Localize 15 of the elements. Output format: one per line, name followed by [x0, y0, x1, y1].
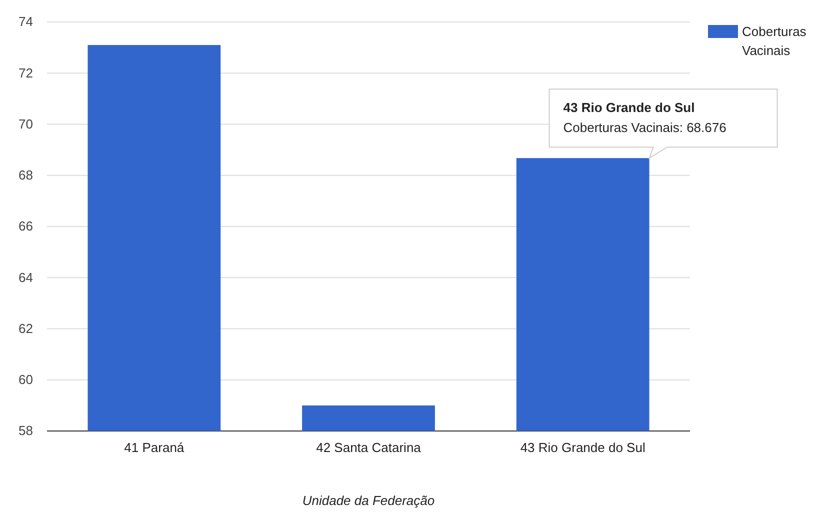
- x-tick-label: 41 Paraná: [124, 440, 185, 456]
- y-tick-label: 62: [18, 320, 33, 336]
- x-axis-title: Unidade da Federação: [302, 493, 435, 508]
- y-tick-label: 66: [18, 218, 33, 234]
- x-tick-label: 43 Rio Grande do Sul: [520, 440, 646, 456]
- y-tick-label: 72: [18, 65, 33, 80]
- annotation: 43 Rio Grande do Sul Coberturas Vacinais: 68.676: [563, 100, 726, 136]
- y-tick-label: 60: [18, 372, 33, 388]
- y-tick-label: 58: [18, 423, 33, 438]
- x-tick-label: 42 Santa Catarina: [316, 440, 422, 456]
- y-tick-label: 74: [18, 14, 33, 30]
- y-tick-label: 64: [18, 270, 33, 285]
- y-tick-label: 68: [18, 168, 33, 183]
- legend-label: Coberturas Vacinais: [742, 24, 807, 58]
- y-tick-label: 70: [18, 116, 33, 132]
